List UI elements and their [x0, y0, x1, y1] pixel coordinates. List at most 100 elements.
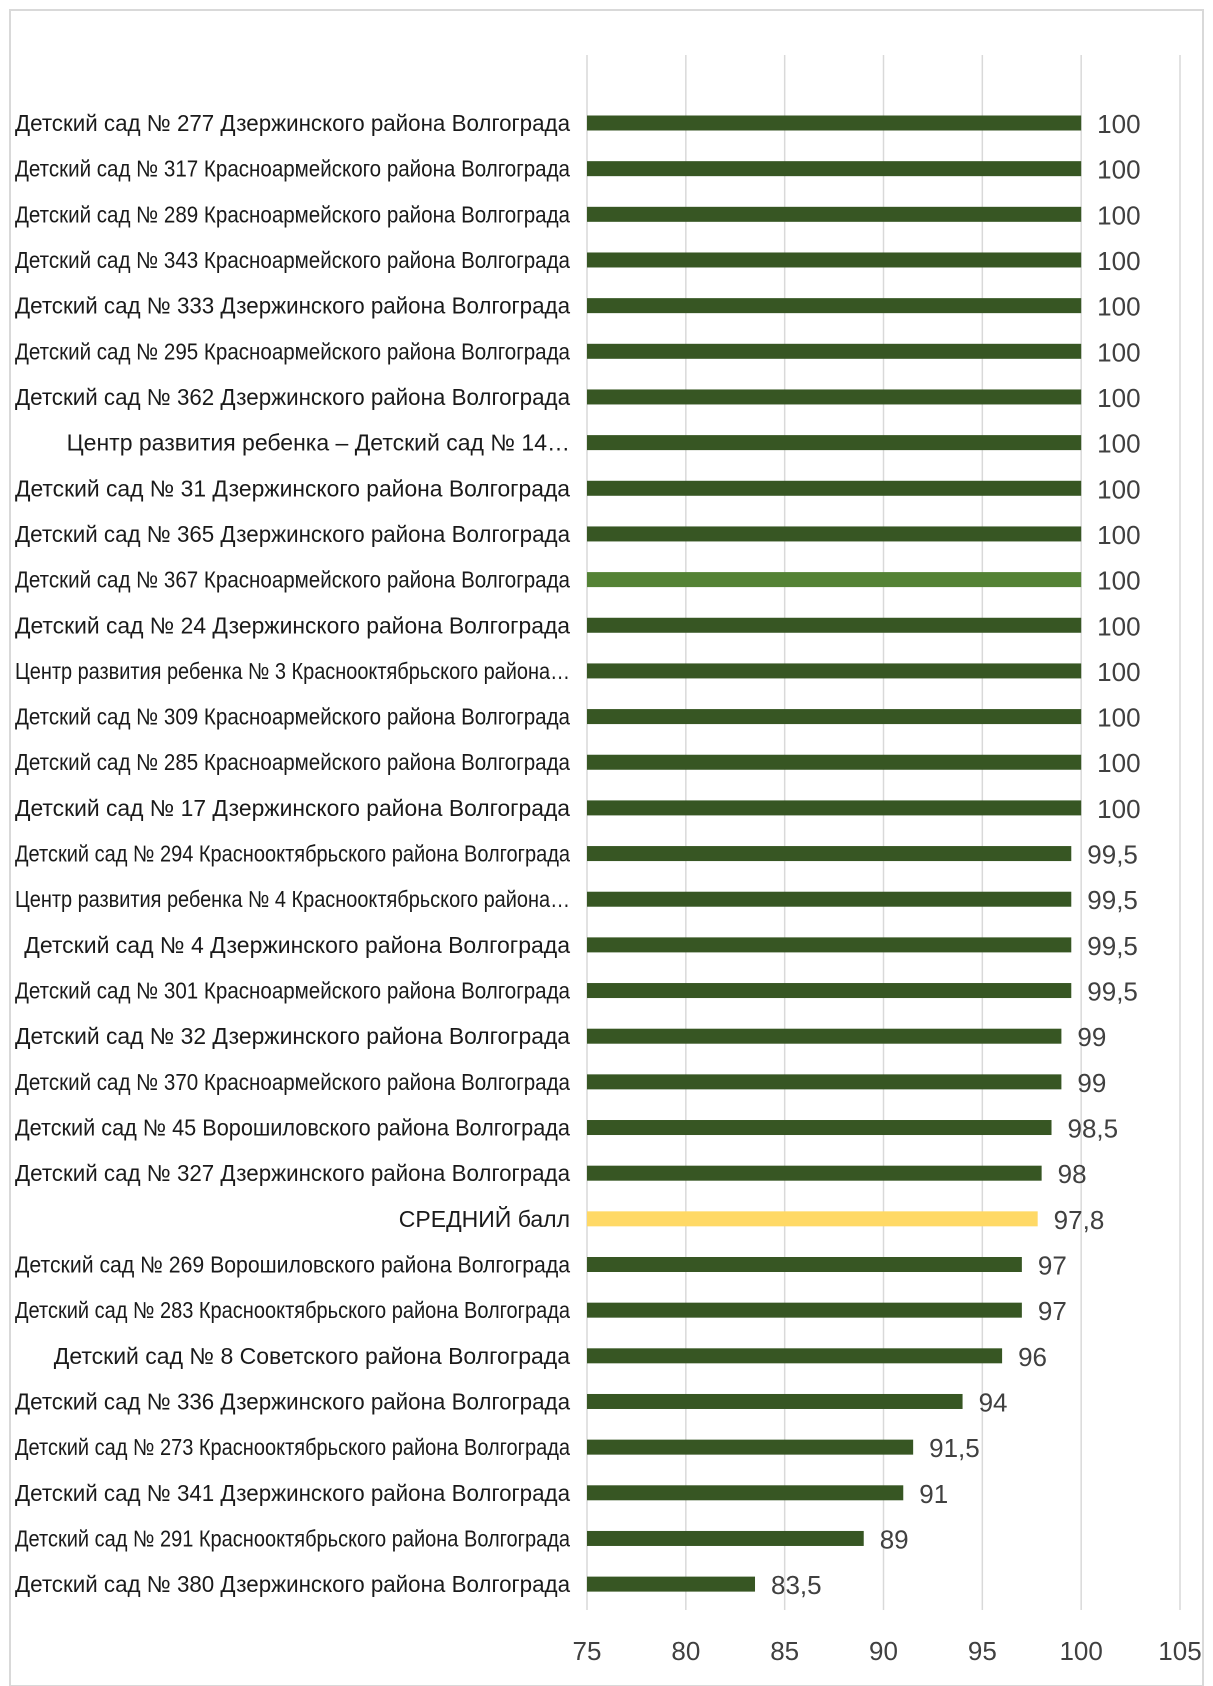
value-label: 83,5	[771, 1570, 822, 1600]
value-label: 100	[1097, 155, 1140, 185]
bar	[587, 937, 1072, 953]
category-label: Детский сад № 294 Краснооктябрьского рай…	[15, 841, 570, 867]
value-label: 99	[1077, 1022, 1106, 1052]
value-labels: 100 100 100 100 100 100 100 100 100 100 100 100 100 1…	[771, 109, 1141, 1600]
category-label: Детский сад № 4 Дзержинского района Волг…	[24, 932, 570, 958]
value-label: 97	[1038, 1296, 1067, 1326]
category-label: Детский сад № 365 Дзержинского района Во…	[15, 521, 570, 547]
bar	[587, 572, 1082, 588]
category-label: Центр развития ребенка – Детский сад № 1…	[67, 430, 570, 456]
x-tick-label: 80	[671, 1636, 700, 1666]
bar	[587, 846, 1072, 862]
category-label: Детский сад № 367 Красноармейского район…	[15, 567, 570, 593]
category-label: Детский сад № 269 Ворошиловского района …	[15, 1252, 570, 1278]
bar	[587, 1485, 904, 1501]
bar	[587, 754, 1082, 770]
bar	[587, 1165, 1042, 1181]
category-label: Детский сад № 273 Краснооктябрьского рай…	[15, 1434, 570, 1460]
category-label: Детский сад № 291 Краснооктябрьского рай…	[15, 1525, 570, 1551]
category-label: Детский сад № 317 Красноармейского район…	[15, 156, 570, 182]
category-label: Детский сад № 8 Советского района Волгог…	[54, 1343, 570, 1369]
value-label: 99,5	[1087, 931, 1138, 961]
value-label: 98	[1058, 1159, 1087, 1189]
bar	[587, 663, 1082, 679]
category-label: Детский сад № 45 Ворошиловского района В…	[15, 1115, 570, 1141]
category-label: Детский сад № 343 Красноармейского район…	[15, 247, 570, 273]
value-label: 99,5	[1087, 977, 1138, 1007]
category-label: Детский сад № 31 Дзержинского района Вол…	[15, 475, 570, 501]
bar	[587, 1530, 864, 1546]
category-label: Детский сад № 17 Дзержинского района Вол…	[15, 795, 570, 821]
bar	[587, 800, 1082, 816]
category-labels: Детский сад № 277 Дзержинского района Во…	[15, 110, 570, 1597]
value-label: 100	[1097, 109, 1140, 139]
bar	[587, 389, 1082, 405]
value-label: 99,5	[1087, 885, 1138, 915]
x-tick-label: 105	[1158, 1636, 1201, 1666]
category-label: Детский сад № 285 Красноармейского район…	[15, 749, 570, 775]
value-label: 100	[1097, 383, 1140, 413]
bar	[587, 1120, 1052, 1136]
value-label: 100	[1097, 246, 1140, 276]
value-label: 100	[1097, 657, 1140, 687]
bar	[587, 115, 1082, 131]
bars	[587, 115, 1082, 1592]
x-tick-label: 85	[770, 1636, 799, 1666]
category-label: Детский сад № 380 Дзержинского района Во…	[15, 1571, 570, 1597]
value-label: 100	[1097, 337, 1140, 367]
value-label: 96	[1018, 1342, 1047, 1372]
value-label: 100	[1097, 292, 1140, 322]
gridlines	[586, 55, 1181, 1610]
value-label: 100	[1097, 520, 1140, 550]
category-label: Детский сад № 301 Красноармейского район…	[15, 978, 570, 1004]
bar	[587, 480, 1082, 496]
value-label: 89	[880, 1524, 909, 1554]
category-label: Центр развития ребенка № 4 Краснооктябрь…	[15, 886, 570, 912]
value-label: 91	[919, 1479, 948, 1509]
bar	[587, 343, 1082, 359]
category-label: Детский сад № 24 Дзержинского района Вол…	[15, 612, 570, 638]
bar	[587, 526, 1082, 542]
value-label: 100	[1097, 429, 1140, 459]
value-label: 100	[1097, 794, 1140, 824]
category-label: Центр развития ребенка № 3 Краснооктябрь…	[15, 658, 570, 684]
category-label: Детский сад № 289 Красноармейского район…	[15, 201, 570, 227]
bar	[587, 435, 1082, 451]
bar	[587, 709, 1082, 725]
category-label: Детский сад № 327 Дзержинского района Во…	[15, 1160, 570, 1186]
value-label: 100	[1097, 703, 1140, 733]
value-label: 100	[1097, 611, 1140, 641]
bar	[587, 161, 1082, 177]
value-label: 100	[1097, 474, 1140, 504]
category-label: Детский сад № 283 Краснооктябрьского рай…	[15, 1297, 570, 1323]
bar	[587, 252, 1082, 268]
bar	[587, 1393, 963, 1409]
bar	[587, 298, 1082, 314]
value-label: 100	[1097, 566, 1140, 596]
x-tick-label: 90	[869, 1636, 898, 1666]
bar	[587, 617, 1082, 633]
bar	[587, 891, 1072, 907]
x-tick-label: 95	[968, 1636, 997, 1666]
bar	[587, 1028, 1062, 1044]
category-label: СРЕДНИЙ балл	[399, 1205, 570, 1232]
bar	[587, 1257, 1022, 1272]
x-tick-label: 100	[1059, 1636, 1102, 1666]
bar	[587, 983, 1072, 999]
value-label: 99,5	[1087, 840, 1138, 870]
category-label: Детский сад № 295 Красноармейского район…	[15, 338, 570, 364]
value-label: 91,5	[929, 1433, 980, 1463]
value-label: 99	[1077, 1068, 1106, 1098]
category-label: Детский сад № 370 Красноармейского район…	[15, 1069, 570, 1095]
value-label: 100	[1097, 200, 1140, 230]
bar	[587, 1211, 1038, 1227]
x-tick-label: 75	[573, 1636, 602, 1666]
category-label: Детский сад № 32 Дзержинского района Вол…	[15, 1023, 570, 1049]
value-label: 100	[1097, 748, 1140, 778]
category-label: Детский сад № 362 Дзержинского района Во…	[15, 384, 570, 410]
bar	[587, 1576, 756, 1592]
value-label: 98,5	[1068, 1114, 1119, 1144]
bar	[587, 1348, 1003, 1364]
